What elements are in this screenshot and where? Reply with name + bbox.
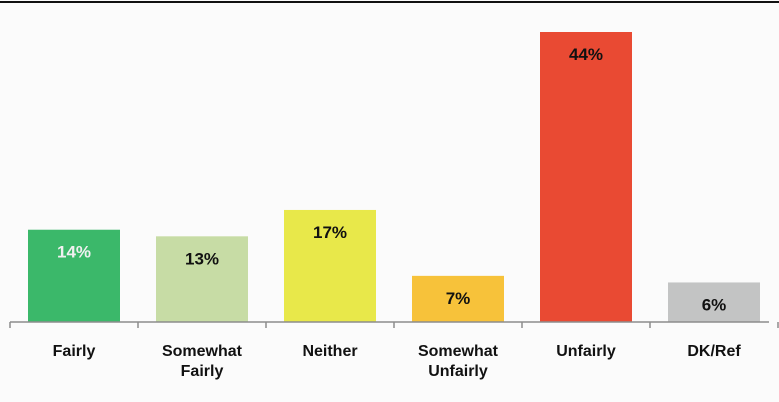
category-label-dk-ref: DK/Ref xyxy=(687,343,741,360)
category-label-unfairly: Unfairly xyxy=(556,343,616,360)
category-label-somewhat-unfairly: Somewhat Unfairly xyxy=(418,343,499,380)
data-labels-layer: 14% 13% 17% 7% 44% 6% xyxy=(57,45,726,314)
data-label-dk-ref: 6% xyxy=(702,295,727,314)
bar-fairly xyxy=(28,229,120,322)
data-label-fairly: 14% xyxy=(57,243,91,262)
bar-dk-ref xyxy=(668,282,760,322)
bar-somewhat-unfairly xyxy=(412,275,504,322)
category-label-somewhat-fairly: Somewhat Fairly xyxy=(162,343,243,380)
bar-somewhat-fairly xyxy=(156,236,248,322)
data-label-neither: 17% xyxy=(313,223,347,242)
data-label-somewhat-unfairly: 7% xyxy=(446,289,471,308)
bar-neither xyxy=(284,209,376,322)
bars-layer xyxy=(28,32,760,322)
category-label-fairly: Fairly xyxy=(53,343,96,360)
category-label-neither: Neither xyxy=(302,343,357,360)
data-label-somewhat-fairly: 13% xyxy=(185,249,219,268)
x-axis-ticks xyxy=(9,322,779,328)
category-labels-layer: Fairly Somewhat Fairly Neither Somewhat Unfai… xyxy=(53,343,742,380)
data-label-unfairly: 44% xyxy=(569,45,603,64)
bar-unfairly xyxy=(540,32,632,322)
